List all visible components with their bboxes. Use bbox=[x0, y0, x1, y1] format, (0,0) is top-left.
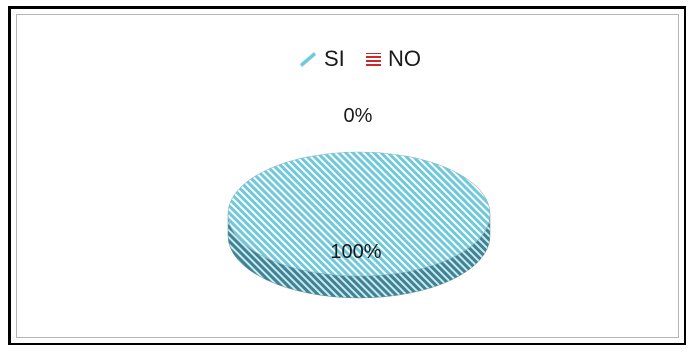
legend-item-si: SI bbox=[300, 46, 345, 71]
data-label-no: 0% bbox=[344, 105, 373, 127]
slice-si bbox=[227, 151, 491, 277]
legend-swatch-no bbox=[366, 53, 381, 67]
legend-label-si: SI bbox=[324, 46, 345, 71]
data-label-si: 100% bbox=[330, 241, 381, 263]
legend-item-no: NO bbox=[366, 46, 421, 71]
legend-label-no: NO bbox=[388, 46, 421, 71]
legend-swatch-si bbox=[300, 52, 316, 67]
legend: SI NO bbox=[300, 46, 421, 71]
pie bbox=[227, 151, 491, 299]
